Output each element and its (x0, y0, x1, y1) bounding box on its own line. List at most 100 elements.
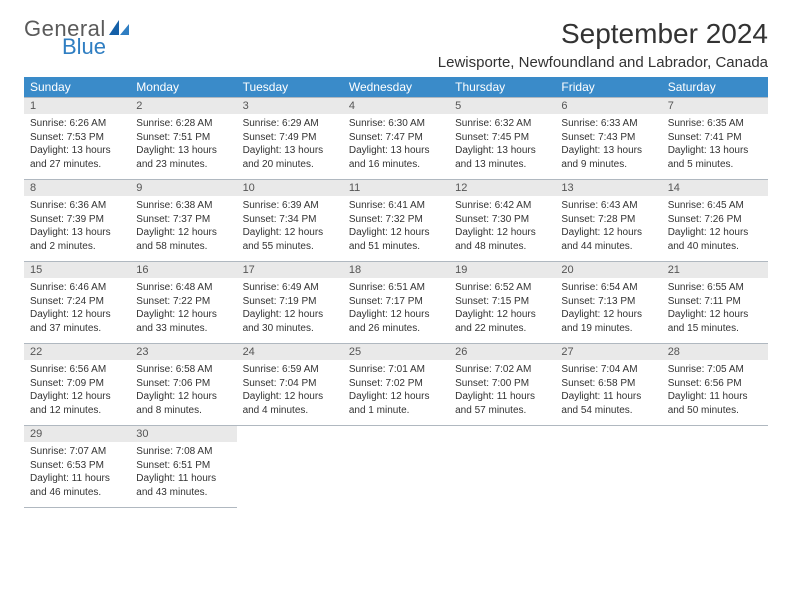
sunrise-text: Sunrise: 7:05 AM (668, 363, 762, 377)
daylight-text: Daylight: 12 hours (243, 308, 337, 322)
sunset-text: Sunset: 7:49 PM (243, 131, 337, 145)
sunset-text: Sunset: 7:39 PM (30, 213, 124, 227)
sunrise-text: Sunrise: 6:56 AM (30, 363, 124, 377)
sunset-text: Sunset: 7:32 PM (349, 213, 443, 227)
day-number-cell: 24 (237, 344, 343, 361)
sunset-text: Sunset: 7:06 PM (136, 377, 230, 391)
day-number-cell: 19 (449, 262, 555, 279)
day-header: Saturday (662, 77, 768, 98)
sunrise-text: Sunrise: 6:30 AM (349, 117, 443, 131)
sunrise-text: Sunrise: 6:45 AM (668, 199, 762, 213)
sunrise-text: Sunrise: 6:43 AM (561, 199, 655, 213)
day-detail-cell: Sunrise: 6:43 AMSunset: 7:28 PMDaylight:… (555, 196, 661, 262)
sunrise-text: Sunrise: 6:55 AM (668, 281, 762, 295)
daylight-text: and 1 minute. (349, 404, 443, 418)
day-header: Tuesday (237, 77, 343, 98)
daylight-text: and 8 minutes. (136, 404, 230, 418)
sunrise-text: Sunrise: 6:52 AM (455, 281, 549, 295)
daylight-text: and 9 minutes. (561, 158, 655, 172)
daylight-text: Daylight: 12 hours (668, 308, 762, 322)
sunset-text: Sunset: 7:09 PM (30, 377, 124, 391)
sunset-text: Sunset: 7:26 PM (668, 213, 762, 227)
daylight-text: and 4 minutes. (243, 404, 337, 418)
day-detail-cell: Sunrise: 6:39 AMSunset: 7:34 PMDaylight:… (237, 196, 343, 262)
day-number-cell (449, 426, 555, 443)
daylight-text: Daylight: 12 hours (136, 308, 230, 322)
daylight-text: and 37 minutes. (30, 322, 124, 336)
sunrise-text: Sunrise: 6:28 AM (136, 117, 230, 131)
day-detail-row: Sunrise: 6:26 AMSunset: 7:53 PMDaylight:… (24, 114, 768, 180)
day-number-cell: 9 (130, 180, 236, 197)
daylight-text: Daylight: 11 hours (561, 390, 655, 404)
day-detail-cell: Sunrise: 6:36 AMSunset: 7:39 PMDaylight:… (24, 196, 130, 262)
day-number-cell (343, 426, 449, 443)
daylight-text: Daylight: 12 hours (349, 226, 443, 240)
day-number-cell: 11 (343, 180, 449, 197)
day-number-cell: 5 (449, 98, 555, 115)
logo-text-blue: Blue (62, 36, 131, 58)
day-header: Monday (130, 77, 236, 98)
day-detail-cell: Sunrise: 6:33 AMSunset: 7:43 PMDaylight:… (555, 114, 661, 180)
day-detail-cell (237, 442, 343, 508)
daylight-text: and 40 minutes. (668, 240, 762, 254)
day-number-cell: 8 (24, 180, 130, 197)
daylight-text: and 46 minutes. (30, 486, 124, 500)
day-header: Sunday (24, 77, 130, 98)
daylight-text: Daylight: 13 hours (455, 144, 549, 158)
day-number-cell: 28 (662, 344, 768, 361)
sunset-text: Sunset: 7:47 PM (349, 131, 443, 145)
day-number-cell: 7 (662, 98, 768, 115)
day-number-row: 891011121314 (24, 180, 768, 197)
day-number-cell: 25 (343, 344, 449, 361)
daylight-text: and 55 minutes. (243, 240, 337, 254)
daylight-text: and 48 minutes. (455, 240, 549, 254)
sunset-text: Sunset: 6:53 PM (30, 459, 124, 473)
day-number-cell: 2 (130, 98, 236, 115)
daylight-text: Daylight: 13 hours (30, 144, 124, 158)
day-detail-cell: Sunrise: 6:48 AMSunset: 7:22 PMDaylight:… (130, 278, 236, 344)
sunrise-text: Sunrise: 6:58 AM (136, 363, 230, 377)
sunset-text: Sunset: 7:02 PM (349, 377, 443, 391)
daylight-text: and 19 minutes. (561, 322, 655, 336)
sunset-text: Sunset: 7:15 PM (455, 295, 549, 309)
day-detail-row: Sunrise: 6:36 AMSunset: 7:39 PMDaylight:… (24, 196, 768, 262)
day-detail-cell (555, 442, 661, 508)
daylight-text: and 50 minutes. (668, 404, 762, 418)
sunset-text: Sunset: 7:41 PM (668, 131, 762, 145)
day-detail-cell: Sunrise: 6:51 AMSunset: 7:17 PMDaylight:… (343, 278, 449, 344)
day-detail-cell: Sunrise: 6:30 AMSunset: 7:47 PMDaylight:… (343, 114, 449, 180)
day-number-row: 2930 (24, 426, 768, 443)
day-detail-cell: Sunrise: 6:26 AMSunset: 7:53 PMDaylight:… (24, 114, 130, 180)
day-number-cell: 1 (24, 98, 130, 115)
sunrise-text: Sunrise: 6:59 AM (243, 363, 337, 377)
daylight-text: and 12 minutes. (30, 404, 124, 418)
sunset-text: Sunset: 7:24 PM (30, 295, 124, 309)
day-number-cell: 3 (237, 98, 343, 115)
calendar-table: Sunday Monday Tuesday Wednesday Thursday… (24, 77, 768, 508)
day-number-row: 22232425262728 (24, 344, 768, 361)
sunrise-text: Sunrise: 6:29 AM (243, 117, 337, 131)
daylight-text: Daylight: 12 hours (349, 308, 443, 322)
daylight-text: Daylight: 12 hours (243, 390, 337, 404)
sunset-text: Sunset: 7:00 PM (455, 377, 549, 391)
sunrise-text: Sunrise: 7:07 AM (30, 445, 124, 459)
day-detail-cell: Sunrise: 6:59 AMSunset: 7:04 PMDaylight:… (237, 360, 343, 426)
sunrise-text: Sunrise: 6:42 AM (455, 199, 549, 213)
logo: General Blue (24, 18, 131, 58)
day-detail-cell: Sunrise: 7:08 AMSunset: 6:51 PMDaylight:… (130, 442, 236, 508)
day-number-cell: 20 (555, 262, 661, 279)
daylight-text: Daylight: 13 hours (136, 144, 230, 158)
daylight-text: and 33 minutes. (136, 322, 230, 336)
sunset-text: Sunset: 6:56 PM (668, 377, 762, 391)
day-header: Friday (555, 77, 661, 98)
day-number-cell (662, 426, 768, 443)
daylight-text: Daylight: 13 hours (30, 226, 124, 240)
day-number-cell: 15 (24, 262, 130, 279)
sunset-text: Sunset: 7:19 PM (243, 295, 337, 309)
sunrise-text: Sunrise: 6:33 AM (561, 117, 655, 131)
sunrise-text: Sunrise: 6:36 AM (30, 199, 124, 213)
sunrise-text: Sunrise: 7:01 AM (349, 363, 443, 377)
day-detail-cell: Sunrise: 6:46 AMSunset: 7:24 PMDaylight:… (24, 278, 130, 344)
day-detail-cell: Sunrise: 7:07 AMSunset: 6:53 PMDaylight:… (24, 442, 130, 508)
day-detail-cell: Sunrise: 6:32 AMSunset: 7:45 PMDaylight:… (449, 114, 555, 180)
